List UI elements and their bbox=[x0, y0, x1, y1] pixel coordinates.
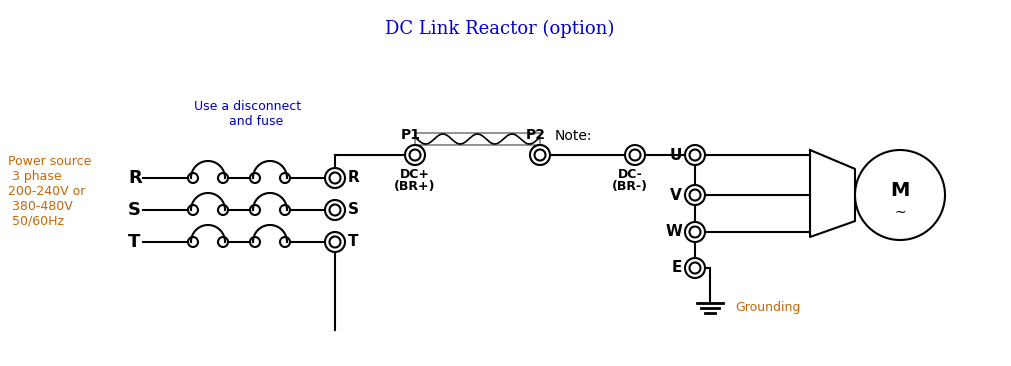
Circle shape bbox=[250, 173, 260, 183]
Bar bbox=[415, 133, 540, 145]
Circle shape bbox=[218, 205, 228, 215]
Circle shape bbox=[250, 205, 260, 215]
Text: W: W bbox=[665, 224, 682, 239]
Circle shape bbox=[855, 150, 945, 240]
Text: T: T bbox=[348, 235, 359, 250]
Text: R: R bbox=[128, 169, 142, 187]
Circle shape bbox=[685, 185, 705, 205]
Text: P1: P1 bbox=[401, 128, 421, 142]
Text: Note:: Note: bbox=[555, 129, 592, 143]
Circle shape bbox=[405, 145, 425, 165]
Circle shape bbox=[530, 145, 550, 165]
Text: S: S bbox=[128, 201, 141, 219]
Circle shape bbox=[325, 168, 345, 188]
Circle shape bbox=[325, 200, 345, 220]
Circle shape bbox=[280, 173, 290, 183]
Text: Power source
 3 phase
200-240V or
 380-480V
 50/60Hz: Power source 3 phase 200-240V or 380-480… bbox=[8, 155, 91, 228]
Circle shape bbox=[218, 173, 228, 183]
Text: R: R bbox=[348, 171, 360, 186]
Text: Grounding: Grounding bbox=[735, 302, 801, 314]
Circle shape bbox=[280, 205, 290, 215]
Circle shape bbox=[188, 173, 198, 183]
Circle shape bbox=[280, 237, 290, 247]
Text: (BR-): (BR-) bbox=[612, 180, 648, 193]
Circle shape bbox=[685, 145, 705, 165]
Text: T: T bbox=[128, 233, 141, 251]
Circle shape bbox=[250, 237, 260, 247]
Text: V: V bbox=[670, 187, 682, 202]
Circle shape bbox=[188, 205, 198, 215]
Circle shape bbox=[188, 237, 198, 247]
Text: U: U bbox=[669, 147, 682, 163]
Circle shape bbox=[685, 222, 705, 242]
Text: Use a disconnect
    and fuse: Use a disconnect and fuse bbox=[194, 100, 301, 128]
Text: DC Link Reactor (option): DC Link Reactor (option) bbox=[385, 20, 615, 38]
Text: P2: P2 bbox=[526, 128, 546, 142]
Circle shape bbox=[218, 237, 228, 247]
Text: M: M bbox=[891, 182, 910, 201]
Text: (BR+): (BR+) bbox=[394, 180, 436, 193]
Circle shape bbox=[685, 258, 705, 278]
Text: DC-: DC- bbox=[618, 168, 642, 181]
Text: DC+: DC+ bbox=[400, 168, 430, 181]
Text: E: E bbox=[671, 261, 682, 276]
Text: ∼: ∼ bbox=[894, 205, 906, 219]
Circle shape bbox=[325, 232, 345, 252]
Circle shape bbox=[625, 145, 645, 165]
Text: S: S bbox=[348, 202, 359, 217]
